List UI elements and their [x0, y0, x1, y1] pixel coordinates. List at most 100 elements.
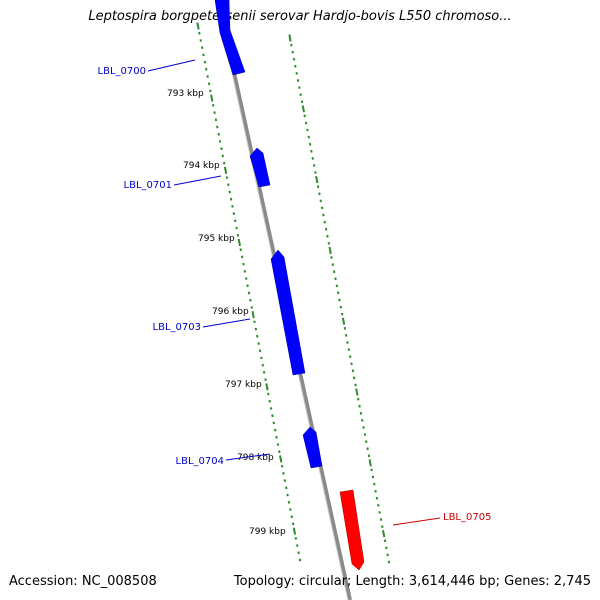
- ruler-major-tick: [341, 317, 346, 325]
- ruler-minor-tick: [243, 269, 247, 273]
- ruler-major-tick: [301, 105, 305, 113]
- ruler-minor-tick: [367, 454, 371, 458]
- ruler-major-tick: [223, 166, 228, 174]
- ruler-minor-tick: [220, 147, 223, 151]
- ruler-major-tick: [196, 22, 200, 30]
- scale-ruler-right: [288, 34, 391, 564]
- ruler-minor-tick: [287, 500, 291, 504]
- ruler-minor-tick: [358, 404, 361, 408]
- gene-lbl-0703[interactable]: [270, 249, 306, 376]
- ruler-minor-tick: [257, 342, 260, 345]
- ruler-minor-tick: [311, 156, 314, 160]
- ruler-major-tick: [315, 176, 319, 184]
- ruler-minor-tick: [250, 306, 253, 309]
- genome-summary: Topology: circular; Length: 3,614,446 bp…: [233, 574, 591, 589]
- scale-label: 796 kbp: [212, 307, 249, 317]
- ruler-minor-tick: [308, 142, 312, 146]
- ruler-minor-tick: [239, 248, 242, 252]
- ruler-minor-tick: [375, 496, 379, 500]
- ruler-minor-tick: [336, 291, 340, 295]
- scale-ruler-left: [196, 22, 302, 562]
- ruler-major-tick: [251, 311, 255, 319]
- ruler-minor-tick: [354, 383, 357, 387]
- ruler-minor-tick: [365, 440, 368, 444]
- gene-lbl-0705[interactable]: [339, 489, 365, 571]
- gene-label-lbl-0704[interactable]: LBL_0704: [176, 456, 224, 467]
- ruler-major-tick: [292, 527, 297, 535]
- ruler-major-tick: [328, 246, 332, 255]
- ruler-major-tick: [382, 530, 386, 538]
- ruler-minor-tick: [269, 407, 273, 410]
- leader-line-lbl-0705: [392, 517, 441, 526]
- scale-label: 793 kbp: [167, 89, 204, 99]
- ruler-minor-tick: [283, 479, 287, 483]
- ruler-minor-tick: [205, 67, 208, 71]
- ruler-minor-tick: [275, 435, 278, 439]
- ruler-minor-tick: [271, 414, 274, 418]
- gene-label-lbl-0705[interactable]: LBL_0705: [443, 512, 491, 523]
- ruler-minor-tick: [276, 443, 280, 446]
- gene-label-lbl-0703[interactable]: LBL_0703: [153, 322, 201, 333]
- ruler-minor-tick: [296, 544, 299, 547]
- ruler-major-tick: [279, 455, 283, 463]
- ruler-minor-tick: [289, 508, 292, 511]
- ruler-minor-tick: [300, 100, 304, 104]
- ruler-minor-tick: [326, 234, 329, 238]
- scale-label: 799 kbp: [249, 527, 286, 537]
- gene-lbl-0704[interactable]: [302, 426, 323, 469]
- scale-label: 794 kbp: [183, 161, 220, 171]
- ruler-minor-tick: [322, 213, 325, 217]
- ruler-minor-tick: [386, 553, 389, 557]
- ruler-major-tick: [265, 383, 269, 391]
- leader-line-lbl-0701: [173, 175, 222, 186]
- ruler-minor-tick: [258, 349, 262, 353]
- gene-label-lbl-0701[interactable]: LBL_0701: [124, 180, 172, 191]
- ruler-minor-tick: [294, 64, 297, 68]
- ruler-minor-tick: [332, 270, 336, 274]
- ruler-minor-tick: [225, 176, 229, 179]
- ruler-minor-tick: [256, 334, 259, 338]
- ruler-minor-tick: [206, 75, 209, 78]
- ruler-minor-tick: [343, 326, 347, 330]
- ruler-minor-tick: [236, 233, 240, 237]
- ruler-minor-tick: [307, 135, 310, 139]
- gene-lbl-0700[interactable]: [214, 0, 246, 76]
- ruler-minor-tick: [282, 471, 285, 475]
- ruler-minor-tick: [304, 121, 308, 125]
- ruler-minor-tick: [350, 362, 353, 366]
- ruler-minor-tick: [199, 39, 202, 42]
- ruler-minor-tick: [371, 475, 375, 479]
- ruler-minor-tick: [218, 140, 222, 143]
- ruler-major-tick: [355, 388, 359, 396]
- ruler-minor-tick: [298, 86, 301, 89]
- leader-line-lbl-0700: [147, 59, 196, 72]
- ruler-minor-tick: [357, 397, 360, 401]
- scale-label: 797 kbp: [225, 380, 262, 390]
- ruler-minor-tick: [211, 103, 215, 107]
- ruler-minor-tick: [245, 277, 248, 280]
- ruler-minor-tick: [207, 82, 211, 86]
- accession-label: Accession: NC_008508: [9, 574, 157, 589]
- ruler-major-tick: [288, 34, 292, 42]
- ruler-major-tick: [368, 459, 372, 467]
- leader-line-lbl-0704: [225, 453, 271, 461]
- ruler-minor-tick: [339, 305, 343, 309]
- ruler-minor-tick: [378, 511, 381, 514]
- ruler-minor-tick: [290, 515, 293, 519]
- ruler-minor-tick: [290, 43, 293, 47]
- ruler-minor-tick: [232, 212, 236, 216]
- ruler-minor-tick: [213, 111, 216, 115]
- ruler-minor-tick: [264, 378, 267, 382]
- ruler-minor-tick: [361, 418, 364, 422]
- ruler-minor-tick: [262, 370, 266, 374]
- gene-lbl-0701[interactable]: [249, 147, 271, 188]
- scale-label: 795 kbp: [198, 234, 235, 244]
- ruler-minor-tick: [200, 46, 204, 50]
- map-title: Leptospira borgpetersenii serovar Hardjo…: [88, 9, 512, 24]
- ruler-minor-tick: [294, 536, 298, 540]
- gene-label-lbl-0700[interactable]: LBL_0700: [98, 66, 146, 77]
- ruler-minor-tick: [319, 199, 322, 203]
- leader-line-lbl-0703: [202, 318, 251, 328]
